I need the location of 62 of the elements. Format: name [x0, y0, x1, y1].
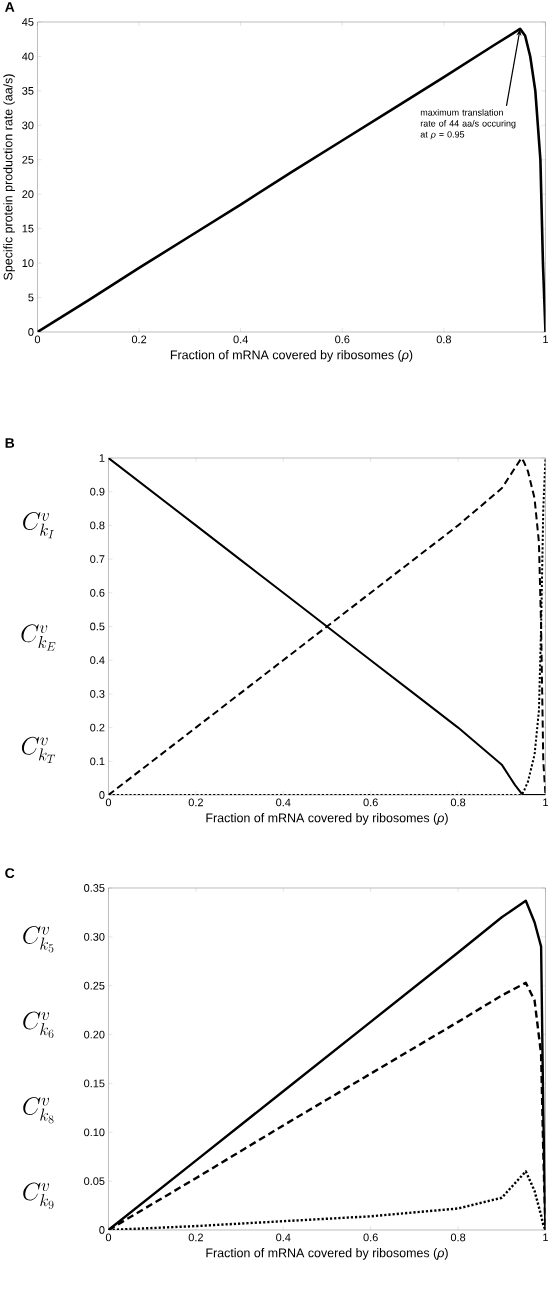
- y-tick-label: 0.9: [90, 487, 105, 496]
- text: $C^{v}_{k_{E}}$: [21, 624, 56, 651]
- x-tick-label: 0.6: [363, 798, 378, 807]
- x-tick-label: 0.8: [450, 798, 466, 807]
- x-tick-label: 0: [34, 335, 41, 344]
- y-tick-label: 5: [28, 293, 34, 302]
- y-tick-label: 0: [99, 1226, 105, 1234]
- y-tick-label: 0: [28, 328, 34, 336]
- text: $C^{v}_{k_{8}}$: [23, 1096, 54, 1124]
- text: $C^{v}_{k_{6}}$: [23, 1011, 54, 1038]
- y-tick-label: 0.15: [84, 1079, 105, 1088]
- x-tick-label: 0.2: [131, 335, 147, 344]
- y-tick-label: 20: [22, 190, 34, 199]
- x-axis-title: Fraction of mRNA covered by ribosomes (ρ): [171, 350, 413, 362]
- y-tick-label: 1: [99, 454, 105, 462]
- y-tick-label: 45: [22, 18, 34, 26]
- x-tick-label: 0.6: [335, 335, 350, 344]
- x-tick-label: 0.4: [233, 335, 249, 344]
- y-tick-label: 0.20: [84, 1030, 105, 1039]
- y-tick-label: 0.4: [90, 656, 105, 665]
- chart-title: B: [5, 438, 15, 448]
- x-tick-label: 0: [105, 1233, 112, 1242]
- x-tick-label: 0: [105, 798, 112, 807]
- y-tick-label: 0.3: [90, 690, 105, 698]
- x-tick-label: 0.2: [188, 798, 204, 807]
- y-axis-title: Specific protein production rate (aa/s): [3, 74, 15, 280]
- y-tick-label: 0: [99, 791, 105, 799]
- x-tick-label: 1: [543, 1233, 549, 1242]
- x-tick-label: 1: [543, 335, 549, 344]
- y-tick-label: 0.05: [84, 1177, 105, 1186]
- y-tick-label: 0.8: [90, 521, 105, 530]
- y-tick-label: 0.6: [90, 588, 105, 597]
- x-axis-title: Fraction of mRNA covered by ribosomes (ρ): [206, 1248, 448, 1260]
- y-tick-label: 0.25: [84, 981, 105, 990]
- y-tick-label: 25: [22, 155, 34, 164]
- x-tick-label: 0.8: [436, 335, 452, 344]
- text: $C^{v}_{k_{T}}$: [21, 736, 56, 763]
- annotation: maximum translation rate of 44 aa/s occuring at ρ = 0.95: [420, 109, 516, 140]
- y-tick-label: 15: [22, 224, 34, 233]
- y-tick-label: 0.5: [90, 622, 105, 631]
- y-tick-label: 0.10: [84, 1128, 105, 1137]
- y-tick-label: 40: [22, 52, 34, 61]
- text: $C^{v}_{k_{I}}$: [23, 512, 54, 539]
- y-tick-label: 0.35: [84, 884, 105, 892]
- x-axis-title: Fraction of mRNA covered by ribosomes (ρ): [206, 813, 448, 825]
- x-tick-label: 0.2: [188, 1233, 204, 1242]
- chart-title: A: [5, 2, 15, 12]
- x-tick-label: 0.4: [276, 1233, 291, 1242]
- y-tick-label: 0.30: [84, 932, 105, 941]
- x-tick-label: 1: [543, 798, 549, 807]
- y-tick-label: 0.7: [90, 555, 105, 563]
- y-tick-label: 35: [22, 87, 34, 95]
- x-tick-label: 0.6: [363, 1233, 378, 1242]
- text: $C^{v}_{k_{5}}$: [23, 925, 54, 953]
- chart-title: C: [5, 868, 15, 879]
- text: $C^{v}_{k_{9}}$: [23, 1182, 54, 1209]
- x-tick-label: 0.8: [450, 1233, 466, 1242]
- y-tick-label: 0.2: [90, 723, 105, 732]
- y-tick-label: 30: [22, 121, 34, 130]
- y-tick-label: 0.1: [90, 757, 105, 766]
- y-tick-label: 10: [22, 259, 34, 267]
- x-tick-label: 0.4: [276, 798, 291, 807]
